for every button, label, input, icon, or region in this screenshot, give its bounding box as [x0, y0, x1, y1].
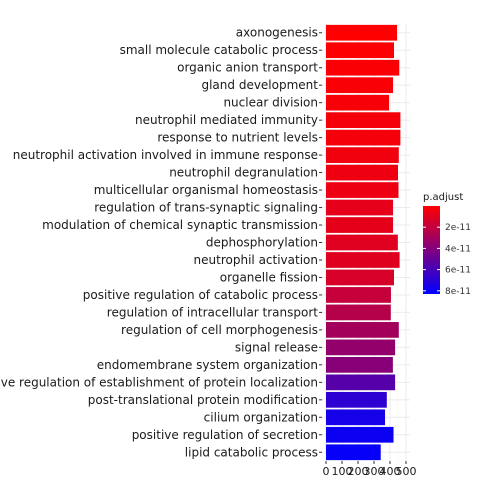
- category-label: dephosphorylation: [206, 236, 318, 250]
- category-label: response to nutrient levels: [157, 131, 318, 145]
- bar: [326, 409, 386, 426]
- category-label: regulation of intracellular transport: [107, 305, 319, 319]
- bar: [326, 304, 391, 321]
- x-tick-label: 400: [380, 465, 401, 478]
- category-label: multicellular organismal homeostasis: [94, 183, 318, 197]
- bar: [326, 252, 400, 268]
- legend-tick-label: 8e-11: [445, 287, 471, 297]
- category-label: positive regulation of establishment of …: [0, 375, 318, 389]
- bar: [326, 234, 398, 251]
- bar: [326, 269, 394, 286]
- category-labels: axonogenesis small molecule catabolic pro…: [0, 26, 322, 459]
- legend-title: p.adjust: [423, 192, 463, 203]
- bar: [326, 147, 399, 163]
- category-label: small molecule catabolic process: [120, 43, 318, 57]
- bar: [326, 374, 396, 391]
- category-label: positive regulation of secretion: [132, 428, 318, 442]
- category-label: lipid catabolic process: [185, 445, 318, 459]
- category-label: modulation of chemical synaptic transmis…: [42, 218, 318, 232]
- bar: [326, 199, 394, 216]
- bar: [326, 322, 399, 338]
- legend-tick-label: 2e-11: [445, 223, 471, 233]
- x-tick-label: 100: [332, 465, 353, 478]
- category-label: neutrophil mediated immunity: [135, 113, 318, 127]
- bar: [326, 94, 390, 111]
- x-tick-label: 0: [323, 465, 330, 478]
- bar: [326, 24, 398, 41]
- category-label: nuclear division: [223, 96, 318, 110]
- x-tick-label: 200: [348, 465, 369, 478]
- category-label: neutrophil activation: [194, 253, 318, 267]
- bar: [326, 444, 381, 461]
- bar: [326, 287, 391, 303]
- bar: [326, 59, 400, 76]
- bar: [326, 129, 401, 146]
- category-label: signal release: [235, 340, 318, 354]
- bar: [326, 339, 396, 356]
- category-label: regulation of trans-synaptic signaling: [94, 201, 318, 215]
- legend-tick-label: 6e-11: [445, 266, 471, 276]
- bar: [326, 426, 394, 443]
- bar: [326, 112, 401, 129]
- category-label: axonogenesis: [236, 26, 318, 40]
- bar: [326, 164, 398, 181]
- x-tick-label: 500: [396, 465, 417, 478]
- bars: [326, 24, 401, 461]
- bar: [326, 217, 394, 233]
- x-tick-label: 300: [364, 465, 385, 478]
- bar: [326, 77, 394, 94]
- category-label: neutrophil activation involved in immune…: [13, 148, 318, 162]
- category-label: regulation of cell morphogenesis: [121, 323, 318, 337]
- bar: [326, 356, 393, 373]
- category-label: endomembrane system organization: [97, 358, 318, 372]
- category-label: post-translational protein modification: [88, 393, 318, 407]
- category-label: organic anion transport: [177, 61, 318, 75]
- bar: [326, 42, 394, 59]
- category-label: positive regulation of catabolic process: [83, 288, 318, 302]
- category-label: cilium organization: [204, 410, 318, 424]
- bar: [326, 182, 399, 198]
- legend: p.adjust 2e-11 4e-11 6e-11 8e-11: [423, 192, 471, 297]
- category-label: organelle fission: [220, 270, 318, 284]
- category-label: gland development: [201, 78, 318, 92]
- legend-colorbar: [423, 206, 440, 294]
- bar: [326, 391, 387, 408]
- category-label: neutrophil degranulation: [169, 166, 318, 180]
- legend-tick-label: 4e-11: [445, 244, 471, 254]
